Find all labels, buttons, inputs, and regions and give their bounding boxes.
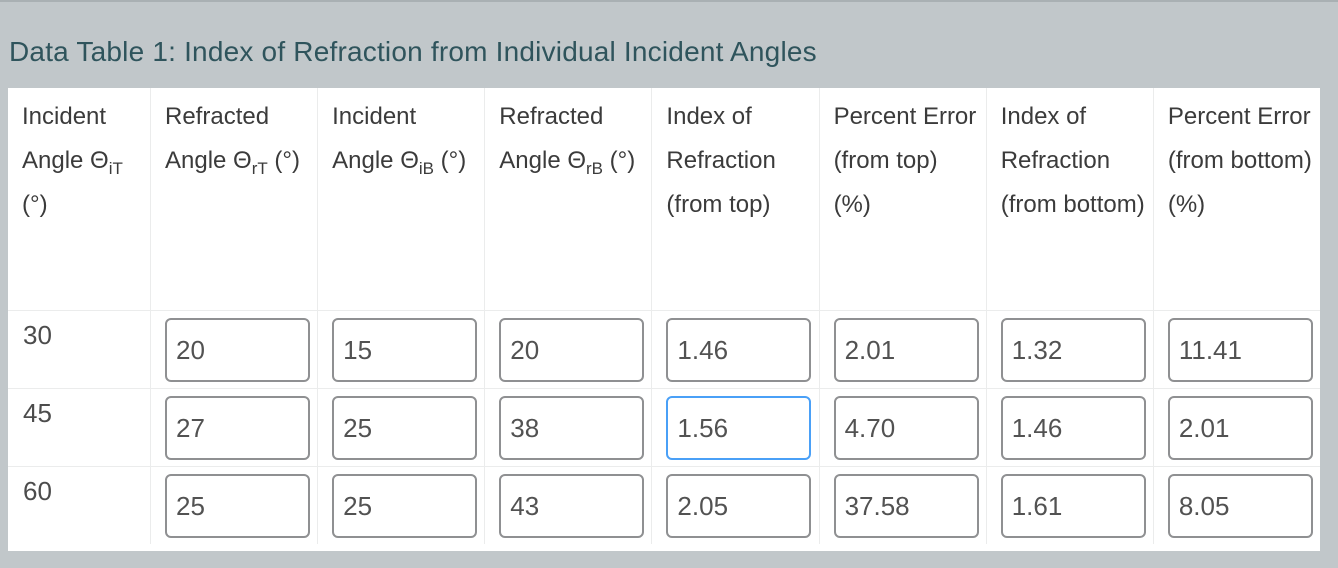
incident-angle-label: 60 (23, 476, 52, 506)
index-refraction-top-input[interactable] (666, 318, 812, 382)
data-cell (150, 311, 317, 388)
col-header-refracted-angle-top: Refracted Angle ΘrT (°) (150, 88, 317, 310)
index-refraction-bottom-input[interactable] (1000, 318, 1146, 382)
refracted-angle-top-input[interactable] (165, 318, 310, 382)
col-header-index-refraction-top: Index of Refraction (from top) (651, 88, 818, 310)
percent-error-bottom-input[interactable] (1167, 396, 1313, 460)
data-table: Incident Angle ΘiT (°) Refracted Angle Θr… (8, 88, 1320, 551)
col-header-refracted-angle-bottom: Refracted Angle ΘrB (°) (484, 88, 651, 310)
data-cell (818, 311, 986, 388)
table-body: 30 45 60 (8, 310, 1320, 544)
data-cell (484, 311, 651, 388)
percent-error-top-input[interactable] (833, 474, 979, 538)
table-row: 60 (8, 466, 1320, 544)
refracted-angle-bottom-input[interactable] (499, 396, 645, 460)
data-cell (317, 311, 484, 388)
refracted-angle-top-input[interactable] (165, 474, 310, 538)
theta-subscript: rT (251, 158, 268, 178)
data-cell (985, 311, 1153, 388)
incident-angle-label: 45 (23, 398, 52, 428)
incident-angle-bottom-input[interactable] (332, 318, 478, 382)
theta-subscript: rB (586, 158, 603, 178)
index-refraction-bottom-input[interactable] (1000, 396, 1146, 460)
incident-angle-bottom-input[interactable] (332, 474, 478, 538)
data-cell (985, 467, 1153, 544)
data-cell (1152, 389, 1320, 466)
data-cell (317, 389, 484, 466)
data-cell (1152, 467, 1320, 544)
data-cell (818, 467, 986, 544)
percent-error-bottom-input[interactable] (1167, 318, 1313, 382)
table-header-row: Incident Angle ΘiT (°) Refracted Angle Θr… (8, 88, 1320, 310)
incident-angle-label: 30 (23, 320, 52, 350)
theta-subscript: iB (418, 158, 434, 178)
data-cell (150, 467, 317, 544)
data-cell (651, 467, 818, 544)
col-header-index-refraction-bottom: Index of Refraction (from bottom) (985, 88, 1153, 310)
incident-angle-bottom-input[interactable] (332, 396, 478, 460)
data-cell (150, 389, 317, 466)
refracted-angle-bottom-input[interactable] (499, 474, 645, 538)
percent-error-top-input[interactable] (833, 396, 979, 460)
refracted-angle-top-input[interactable] (165, 396, 310, 460)
col-header-percent-error-bottom: Percent Error (from bottom) (%) (1152, 88, 1320, 310)
data-cell (651, 311, 818, 388)
data-cell (484, 467, 651, 544)
col-header-percent-error-top: Percent Error (from top) (%) (818, 88, 986, 310)
index-refraction-bottom-input[interactable] (1000, 474, 1146, 538)
data-cell (484, 389, 651, 466)
theta-subscript: iT (108, 158, 123, 178)
index-refraction-top-input[interactable] (666, 474, 812, 538)
page-title: Data Table 1: Index of Refraction from I… (9, 36, 817, 67)
table-row: 45 (8, 388, 1320, 466)
data-cell (1152, 311, 1320, 388)
index-refraction-top-input[interactable] (666, 396, 812, 460)
data-cell (985, 389, 1153, 466)
data-cell (818, 389, 986, 466)
data-cell (317, 467, 484, 544)
table-row: 30 (8, 310, 1320, 388)
percent-error-bottom-input[interactable] (1167, 474, 1313, 538)
col-header-incident-angle-top: Incident Angle ΘiT (°) (22, 103, 123, 218)
data-cell (651, 389, 818, 466)
refracted-angle-bottom-input[interactable] (499, 318, 645, 382)
percent-error-top-input[interactable] (833, 318, 979, 382)
col-header-incident-angle-bottom: Incident Angle ΘiB (°) (317, 88, 484, 310)
